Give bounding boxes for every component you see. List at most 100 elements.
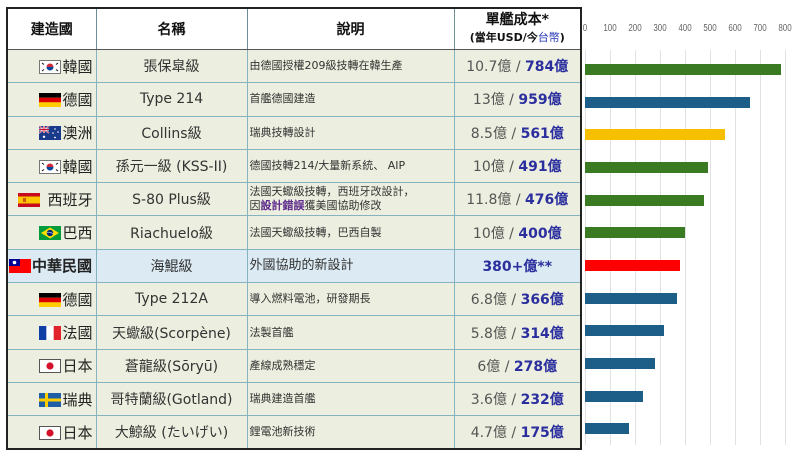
table-body: 韓國 張保皐級 由德國授權209級技轉在韓生產 10.7億 / 784億 德國 Type …	[7, 49, 581, 450]
description-text: 由德國授權209級技轉在韓生產	[249, 59, 403, 73]
x-axis-tick-label: 100	[603, 23, 617, 34]
x-axis-tick-label: 200	[628, 23, 642, 34]
table-row: 西班牙 S-80 Plus級 法國天蠍級技轉，西班牙改設計， 因設計錯誤獲美國協助修…	[7, 182, 581, 217]
submarine-class-name: S-80 Plus級	[96, 182, 248, 217]
description-text: 法國天蠍級技轉，西班牙改設計， 因	[249, 185, 415, 213]
bar	[585, 96, 750, 108]
table-row: 德國 Type 214 首艦德國建造 13億 / 959億	[7, 82, 581, 117]
flag-australia-icon	[39, 126, 62, 141]
submarine-class-name: 孫元一級 (KSS-II)	[96, 149, 248, 184]
cost-twd: 232億	[520, 392, 564, 409]
cost-cell: 5.8億 / 314億	[453, 315, 581, 350]
cost-twd: 400億	[518, 225, 562, 242]
bar	[585, 292, 677, 304]
cost-cell: 6.8億 / 366億	[453, 282, 581, 317]
country-name: 西班牙	[47, 190, 93, 209]
cost-cell: 4.7億 / 175億	[453, 415, 581, 450]
cost-usd: 8.5億 /	[470, 125, 521, 142]
flag-south-korea-icon	[39, 59, 62, 74]
bar	[585, 259, 680, 271]
table-row: 韓國 張保皐級 由德國授權209級技轉在韓生產 10.7億 / 784億	[7, 49, 581, 84]
cost-twd: 380+億**	[482, 258, 553, 275]
description-text: 鋰電池新技術	[249, 425, 316, 439]
header-cost-prefix: (當年USD/今	[469, 31, 538, 44]
cost-twd: 561億	[520, 125, 564, 142]
submarine-class-name: 海鯤級	[96, 249, 248, 284]
country-name: 德國	[62, 90, 93, 109]
country-cell: 澳洲	[7, 116, 97, 150]
flag-spain-icon	[18, 192, 41, 207]
header-country: 建造國	[7, 8, 97, 50]
cost-twd: 366億	[520, 292, 564, 309]
country-name: 瑞典	[62, 390, 93, 409]
flag-south-korea-icon	[39, 159, 62, 174]
table-row: 日本 大鯨級 (たいげい) 鋰電池新技術 4.7億 / 175億	[7, 415, 581, 450]
country-name: 韓國	[62, 157, 93, 176]
flag-germany-icon	[39, 292, 62, 307]
country-name: 澳洲	[62, 124, 93, 143]
country-name: 德國	[62, 290, 93, 309]
bar	[585, 423, 629, 435]
header-cost-suffix: )	[559, 31, 565, 44]
description-cell: 瑞典建造首艦	[247, 382, 455, 417]
flag-japan-icon	[39, 359, 62, 374]
flag-germany-icon	[39, 92, 62, 107]
cost-cell: 6億 / 278億	[453, 349, 581, 383]
description-text: 德國技轉214/大量新系統、 AIP	[249, 159, 406, 173]
cost-cell: 10億 / 491億	[453, 149, 581, 184]
country-cell: 中華民國	[7, 249, 97, 284]
description-cell: 鋰電池新技術	[247, 415, 455, 450]
cost-twd: 278億	[513, 358, 558, 375]
cost-usd: 6億 /	[477, 358, 514, 375]
cost-usd: 10億 /	[472, 225, 519, 242]
bar	[585, 357, 655, 369]
description-text: 瑞典建造首艦	[249, 392, 316, 406]
cost-twd: 314億	[520, 325, 564, 342]
country-cell: 韓國	[7, 149, 97, 184]
cost-cell: 380+億**	[453, 249, 581, 284]
country-name: 中華民國	[32, 257, 93, 276]
cost-twd: 784億	[525, 59, 569, 76]
submarine-class-name: Type 212A	[96, 282, 248, 317]
header-cost-subtitle: (當年USD/今台幣)	[455, 29, 581, 46]
description-cell: 法製首艦	[247, 315, 455, 350]
country-cell: 巴西	[7, 215, 97, 250]
gridline	[760, 50, 761, 445]
table-row: 德國 Type 212A 導入燃料電池，研發期長 6.8億 / 366億	[7, 282, 581, 317]
cost-usd: 11.8億 /	[466, 192, 526, 209]
description-text: 首艦德國建造	[249, 92, 316, 106]
country-cell: 西班牙	[7, 182, 97, 217]
description-text: 瑞典技轉設計	[249, 125, 316, 139]
gridline	[710, 50, 711, 445]
table-row: 韓國 孫元一級 (KSS-II) 德國技轉214/大量新系統、 AIP 10億 / 4…	[7, 149, 581, 184]
x-axis-tick-label: 300	[653, 23, 667, 34]
table-row: 中華民國 海鯤級 外國協助的新設計 380+億**	[7, 249, 581, 284]
country-cell: 德國	[7, 82, 97, 117]
flag-taiwan-icon	[9, 259, 31, 274]
country-cell: 日本	[7, 349, 97, 383]
gridline	[610, 50, 611, 445]
description-cell: 法國天蠍級技轉，巴西自製	[247, 215, 455, 250]
header-cost-currency: 台幣	[537, 31, 560, 44]
submarine-class-name: Type 214	[96, 82, 248, 117]
x-axis-tick-label: 0	[582, 23, 588, 34]
header-cost: 單艦成本* (當年USD/今台幣)	[453, 8, 581, 50]
table-row: 法國 天蠍級(Scorpène) 法製首艦 5.8億 / 314億	[7, 315, 581, 350]
gridline	[585, 50, 586, 445]
cost-usd: 4.7億 /	[470, 425, 521, 442]
submarine-class-name: 天蠍級(Scorpène)	[96, 315, 248, 350]
cost-twd: 491億	[518, 159, 562, 176]
submarine-class-name: 大鯨級 (たいげい)	[96, 415, 248, 450]
country-cell: 日本	[7, 415, 97, 450]
description-text: 獲美國協助修改	[304, 199, 382, 213]
cost-cell: 10.7億 / 784億	[453, 49, 581, 84]
cost-cell: 8.5億 / 561億	[453, 116, 581, 150]
country-cell: 瑞典	[7, 382, 97, 417]
description-highlight: 設計錯誤	[260, 199, 305, 213]
header-description: 說明	[247, 8, 455, 50]
submarine-class-name: 蒼龍級(Sōryū)	[96, 349, 248, 383]
description-text: 法製首艦	[249, 325, 294, 339]
bar	[585, 64, 781, 75]
cost-usd: 3.6億 /	[470, 392, 521, 409]
gridline	[785, 50, 786, 445]
